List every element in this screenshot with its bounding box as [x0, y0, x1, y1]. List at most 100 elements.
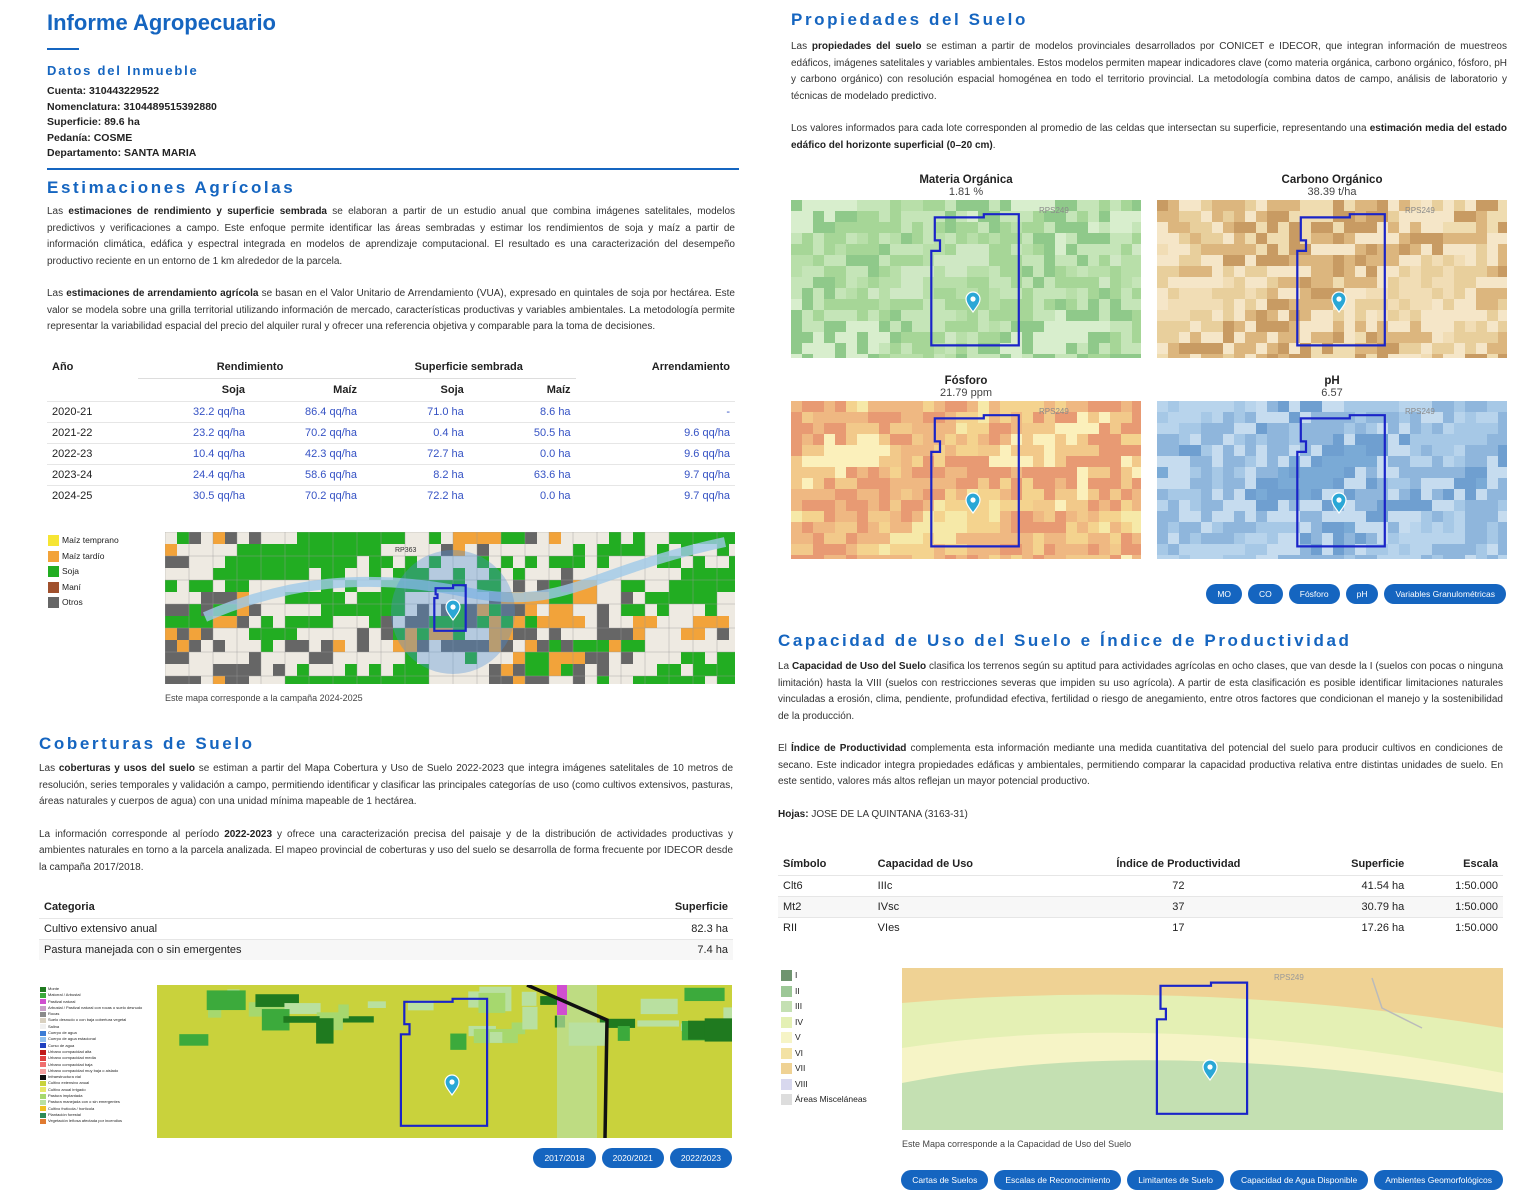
- map-cell: [868, 233, 880, 245]
- map-cell: [791, 467, 803, 479]
- map-cell: [1278, 244, 1290, 256]
- map-cell: [669, 580, 682, 593]
- map-cell: [945, 434, 957, 446]
- map-cell: [1267, 343, 1279, 355]
- map-cell: [1311, 332, 1323, 344]
- legend-item: Pastura manejada con o sin emergentes: [40, 1099, 142, 1105]
- map-cell: [1498, 332, 1507, 344]
- map-cell: [1421, 412, 1433, 424]
- button[interactable]: CO: [1248, 584, 1283, 604]
- map-cell: [1278, 277, 1290, 289]
- map-cell: [297, 604, 310, 617]
- map-cell: [1190, 467, 1202, 479]
- map-cell: [1498, 423, 1507, 435]
- map-cell: [912, 277, 924, 289]
- map-cell: [1278, 434, 1290, 446]
- button[interactable]: Variables Granulométricas: [1384, 584, 1506, 604]
- map-cell: [868, 434, 880, 446]
- map: RP363: [165, 532, 735, 684]
- field-label: Departamento:: [47, 147, 122, 159]
- map-cell: [1077, 467, 1089, 479]
- map-cell: [1256, 244, 1268, 256]
- map-cell: [1088, 277, 1100, 289]
- map-cell: [357, 604, 370, 617]
- map-cell: [868, 445, 880, 457]
- map-cell: [261, 556, 274, 569]
- button[interactable]: 2020/2021: [601, 1148, 664, 1168]
- map-cell: [1190, 299, 1202, 311]
- map-cell: [1245, 434, 1257, 446]
- map-cell: [1055, 211, 1067, 223]
- map-cell: [645, 592, 658, 605]
- map-cell: [1366, 478, 1378, 490]
- button[interactable]: Ambientes Geomorfológicos: [1374, 1170, 1503, 1190]
- map-cell: [273, 616, 286, 629]
- button[interactable]: Fósforo: [1288, 584, 1340, 604]
- map-cell: [1322, 467, 1334, 479]
- button[interactable]: Escalas de Reconocimiento: [994, 1170, 1122, 1190]
- button[interactable]: Limitantes de Suelo: [1127, 1170, 1224, 1190]
- map-cell: [1044, 489, 1056, 501]
- map-cell: [1190, 354, 1202, 358]
- map-cell: [1245, 277, 1257, 289]
- text: se elaboran a partir de un estudio anual…: [47, 206, 736, 267]
- map-cell: [1300, 354, 1312, 358]
- map-cell: [813, 277, 825, 289]
- map-cell: [1465, 511, 1477, 523]
- button[interactable]: MO: [1206, 584, 1243, 604]
- map-cell: [1355, 511, 1367, 523]
- column-subheader: Maíz: [333, 384, 357, 396]
- map-cell: [868, 277, 880, 289]
- map-cell: [1011, 500, 1023, 512]
- map-cell: [165, 604, 178, 617]
- map-cell: [846, 277, 858, 289]
- map-cell: [1388, 255, 1400, 267]
- legend-swatch: [781, 985, 792, 997]
- map-cell: [945, 467, 957, 479]
- table-cell: 70.2 qq/ha: [250, 422, 362, 444]
- map-cell: [1088, 467, 1100, 479]
- map-cell: [956, 266, 968, 278]
- map-cell: [1355, 277, 1367, 289]
- map-cell: [681, 592, 694, 605]
- legend-swatch: [40, 1062, 46, 1068]
- map-cell: [1278, 511, 1290, 523]
- map-cell: [309, 664, 322, 677]
- map-cell: [1377, 343, 1389, 355]
- text-bold: Índice de Productividad: [790, 743, 907, 754]
- map-cell: [1168, 200, 1180, 212]
- map-cell: [1055, 423, 1067, 435]
- map-cell: [1344, 222, 1356, 234]
- map-cell: [1245, 288, 1257, 300]
- button[interactable]: 2022/2023: [669, 1148, 732, 1168]
- map-cell: [669, 652, 682, 665]
- map-value: 6.57: [1321, 387, 1343, 399]
- map-cell: [1033, 332, 1045, 344]
- map-cell: [237, 568, 250, 581]
- button[interactable]: pH: [1345, 584, 1379, 604]
- map-cell: [1201, 500, 1213, 512]
- map-cell: [525, 556, 538, 569]
- map-cell: [868, 222, 880, 234]
- button[interactable]: Cartas de Suelos: [901, 1170, 989, 1190]
- map-cell: [1033, 266, 1045, 278]
- map-cell: [1201, 489, 1213, 501]
- map-cell: [868, 522, 880, 534]
- map-cell: [177, 580, 190, 593]
- map-cell: [549, 556, 562, 569]
- map-cell: [1355, 500, 1367, 512]
- map-cell: [285, 640, 298, 653]
- map-cell: [1110, 200, 1122, 212]
- map-cell: [846, 244, 858, 256]
- map-cell: [802, 332, 814, 344]
- button[interactable]: 2017/2018: [533, 1148, 596, 1168]
- map-cell: [879, 412, 891, 424]
- map-cell: [1011, 489, 1023, 501]
- map-cell: [1498, 277, 1507, 289]
- map-cell: [681, 556, 694, 569]
- map-cell: [1344, 467, 1356, 479]
- button[interactable]: Capacidad de Agua Disponible: [1229, 1170, 1369, 1190]
- map-cell: [1421, 434, 1433, 446]
- map-cell: [1465, 288, 1477, 300]
- map-cell: [549, 664, 562, 677]
